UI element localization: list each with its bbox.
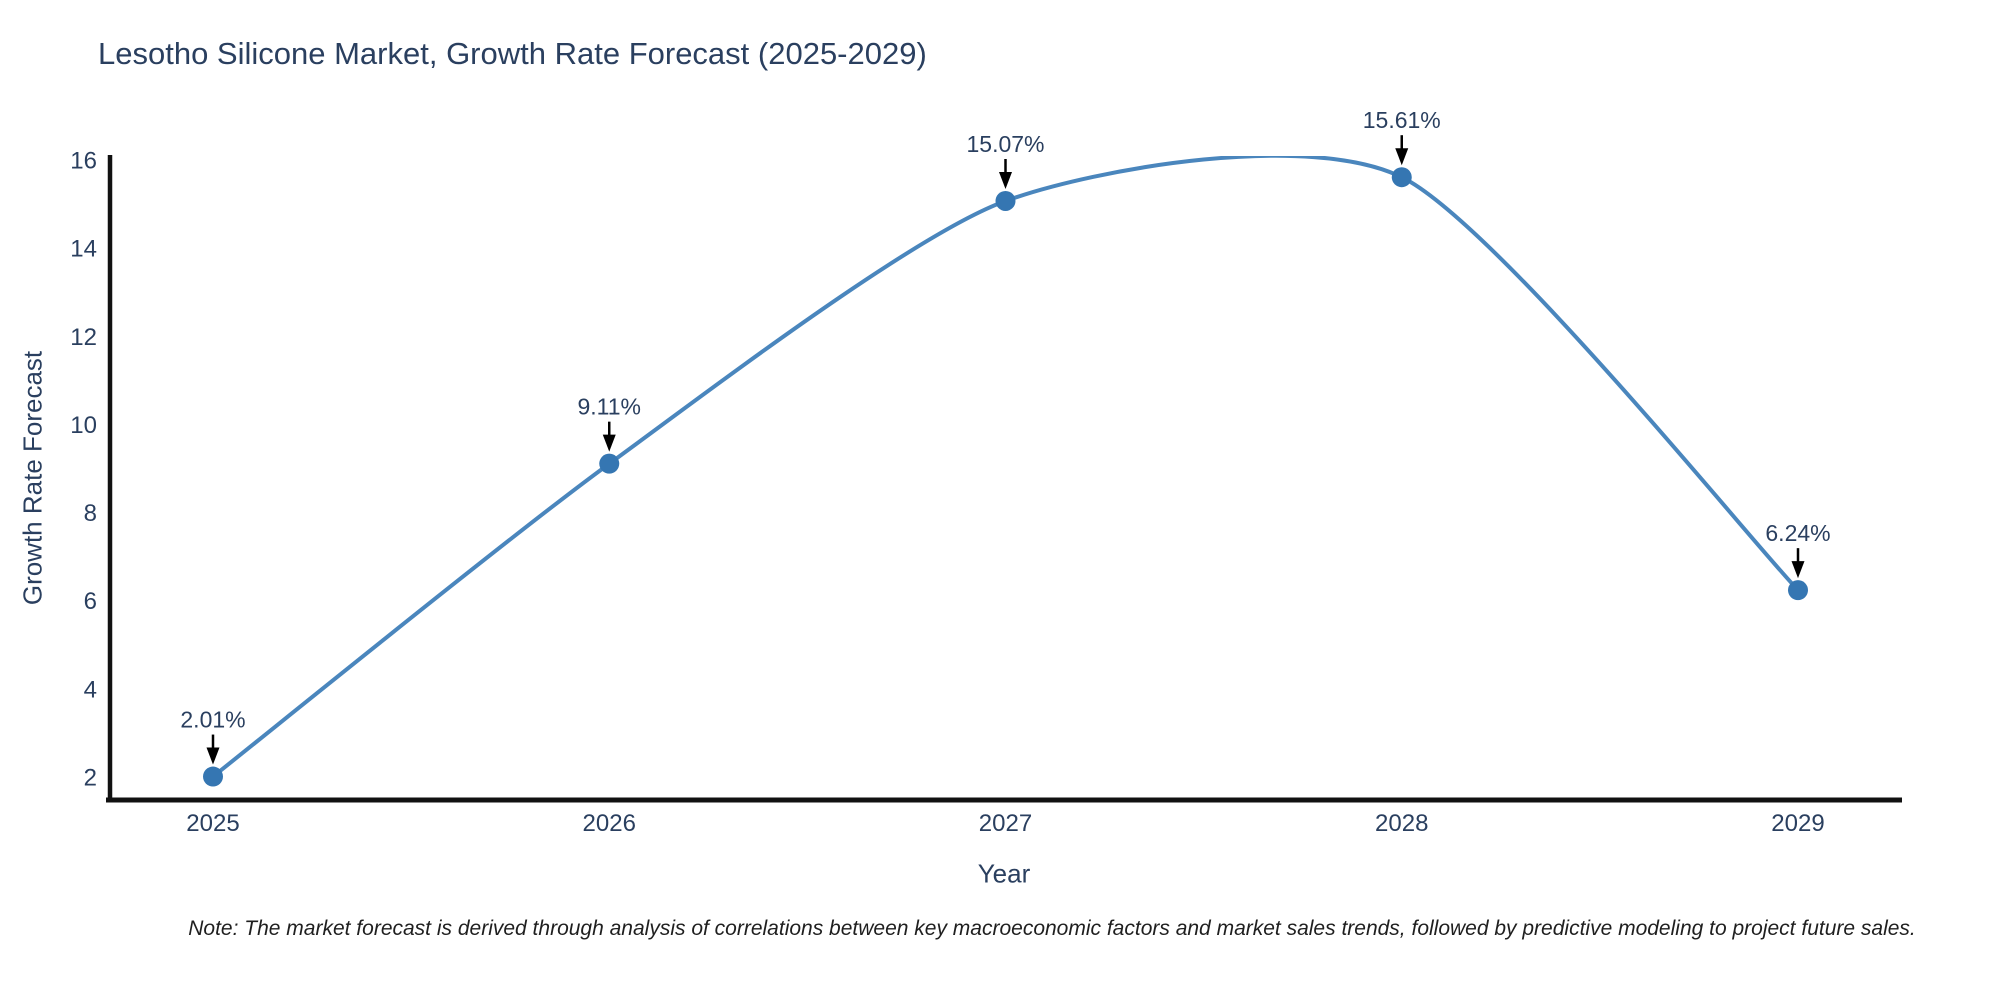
annotation-label: 6.24% — [1765, 520, 1830, 546]
data-point-marker — [1788, 580, 1808, 601]
annotation-arrowhead — [1791, 561, 1805, 579]
y-tick-label: 14 — [70, 236, 97, 263]
y-tick-label: 10 — [70, 412, 97, 439]
data-point-marker — [1391, 167, 1412, 188]
y-tick-label: 12 — [70, 324, 97, 351]
annotation-arrowhead — [206, 747, 220, 765]
x-tick-label: 2029 — [1771, 810, 1824, 837]
x-tick-label: 2026 — [583, 810, 636, 837]
x-tick-label: 2027 — [979, 810, 1032, 837]
annotation-arrowhead — [602, 434, 616, 452]
annotation-label: 9.11% — [577, 394, 641, 420]
annotation-label: 15.61% — [1363, 107, 1441, 133]
annotation-label: 2.01% — [180, 707, 245, 733]
forecast-spline — [211, 156, 1800, 779]
x-tick-label: 2025 — [186, 810, 239, 837]
footnote: Note: The market forecast is derived thr… — [188, 917, 1916, 940]
y-tick-label: 6 — [84, 588, 97, 615]
x-tick-label: 2028 — [1375, 810, 1428, 837]
y-tick-label: 2 — [84, 765, 97, 792]
y-tick-label: 8 — [84, 500, 97, 527]
data-point-marker — [203, 766, 223, 787]
x-axis-title: Year — [977, 858, 1031, 889]
data-point-marker — [995, 190, 1016, 211]
annotation-arrowhead — [1395, 148, 1409, 166]
annotation-arrowhead — [999, 171, 1012, 189]
annotation-label: 15.07% — [966, 131, 1044, 157]
chart-title: Lesotho Silicone Market, Growth Rate For… — [98, 36, 927, 71]
y-tick-label: 4 — [84, 676, 97, 703]
y-tick-label: 16 — [70, 148, 97, 175]
data-point-marker — [599, 453, 620, 474]
